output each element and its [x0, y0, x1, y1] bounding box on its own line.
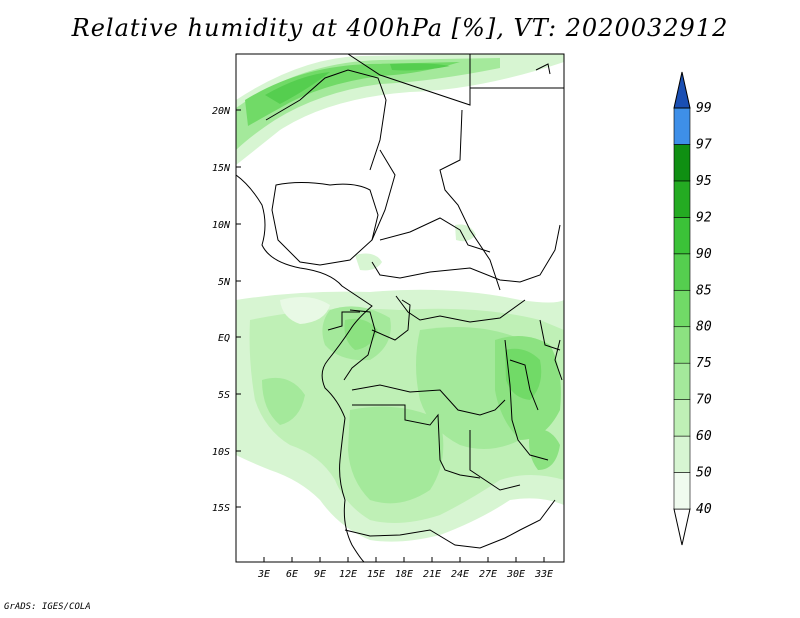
latitude-axis: 20N 15N 10N 5N EQ 5S 10S 15S	[212, 106, 241, 514]
lon-tick-label: 27E	[479, 569, 497, 580]
lon-tick-label: 9E	[314, 569, 326, 580]
lat-tick-label: 10S	[212, 447, 230, 458]
colorbar-cell	[673, 144, 691, 182]
colorbar-cell	[673, 253, 691, 291]
lat-tick-label: 15N	[212, 163, 231, 174]
colorbar-upper-arrow	[673, 71, 691, 109]
colorbar-level-label: 40	[696, 502, 712, 517]
lon-tick-label: 33E	[534, 569, 553, 580]
colorbar-level-label: 95	[696, 174, 712, 189]
lon-tick-label: 18E	[395, 569, 413, 580]
colorbar-cell	[673, 107, 691, 145]
colorbar-cell	[673, 472, 691, 510]
humidity-shading	[236, 54, 564, 562]
colorbar-level-label: 99	[696, 101, 712, 116]
colorbar-cell	[673, 362, 691, 400]
colorbar-cell	[673, 217, 691, 255]
colorbar-level-label: 90	[696, 247, 712, 262]
lat-tick-label: 10N	[212, 220, 231, 231]
lon-tick-label: 15E	[367, 569, 385, 580]
colorbar-cell	[673, 435, 691, 473]
colorbar-level-label: 92	[696, 210, 712, 225]
grads-credit: GrADS: IGES/COLA	[4, 602, 91, 612]
lat-tick-label: 15S	[212, 503, 230, 514]
lon-tick-label: 21E	[423, 569, 441, 580]
lat-tick-label: 5S	[218, 390, 230, 401]
colorbar-level-label: 70	[696, 393, 712, 408]
country-borders	[236, 54, 564, 562]
colorbar-level-label: 50	[696, 466, 712, 481]
lat-tick-label: 20N	[212, 106, 231, 117]
colorbar-lower-arrow	[673, 508, 691, 546]
colorbar-level-label: 60	[696, 429, 712, 444]
colorbar-cell	[673, 326, 691, 364]
colorbar-level-label: 97	[696, 137, 712, 152]
colorbar-cell	[673, 399, 691, 437]
map-title: Relative humidity at 400hPa [%], VT: 202…	[71, 14, 729, 42]
lon-tick-label: 24E	[451, 569, 469, 580]
lat-tick-label: 5N	[218, 277, 231, 288]
colorbar-labels: 40 50 60 70 75 80 85 90 92 95 97 99	[696, 101, 712, 517]
colorbar-cell	[673, 289, 691, 328]
colorbar-level-label: 85	[696, 283, 712, 298]
lon-tick-label: 3E	[257, 569, 270, 580]
colorbar: 40 50 60 70 75 80 85 90 92 95 97 99	[673, 71, 712, 546]
colorbar-level-label: 75	[696, 356, 712, 371]
lon-tick-label: 6E	[286, 569, 298, 580]
lon-tick-label: 12E	[339, 569, 357, 580]
lon-tick-label: 30E	[506, 569, 525, 580]
colorbar-cells	[673, 71, 691, 546]
colorbar-level-label: 80	[696, 320, 712, 335]
longitude-axis: 3E 6E 9E 12E 15E 18E 21E 24E 27E 30E 33E	[257, 557, 553, 580]
map-border	[235, 53, 565, 563]
lat-tick-label: EQ	[218, 333, 230, 344]
colorbar-cell	[673, 180, 691, 218]
